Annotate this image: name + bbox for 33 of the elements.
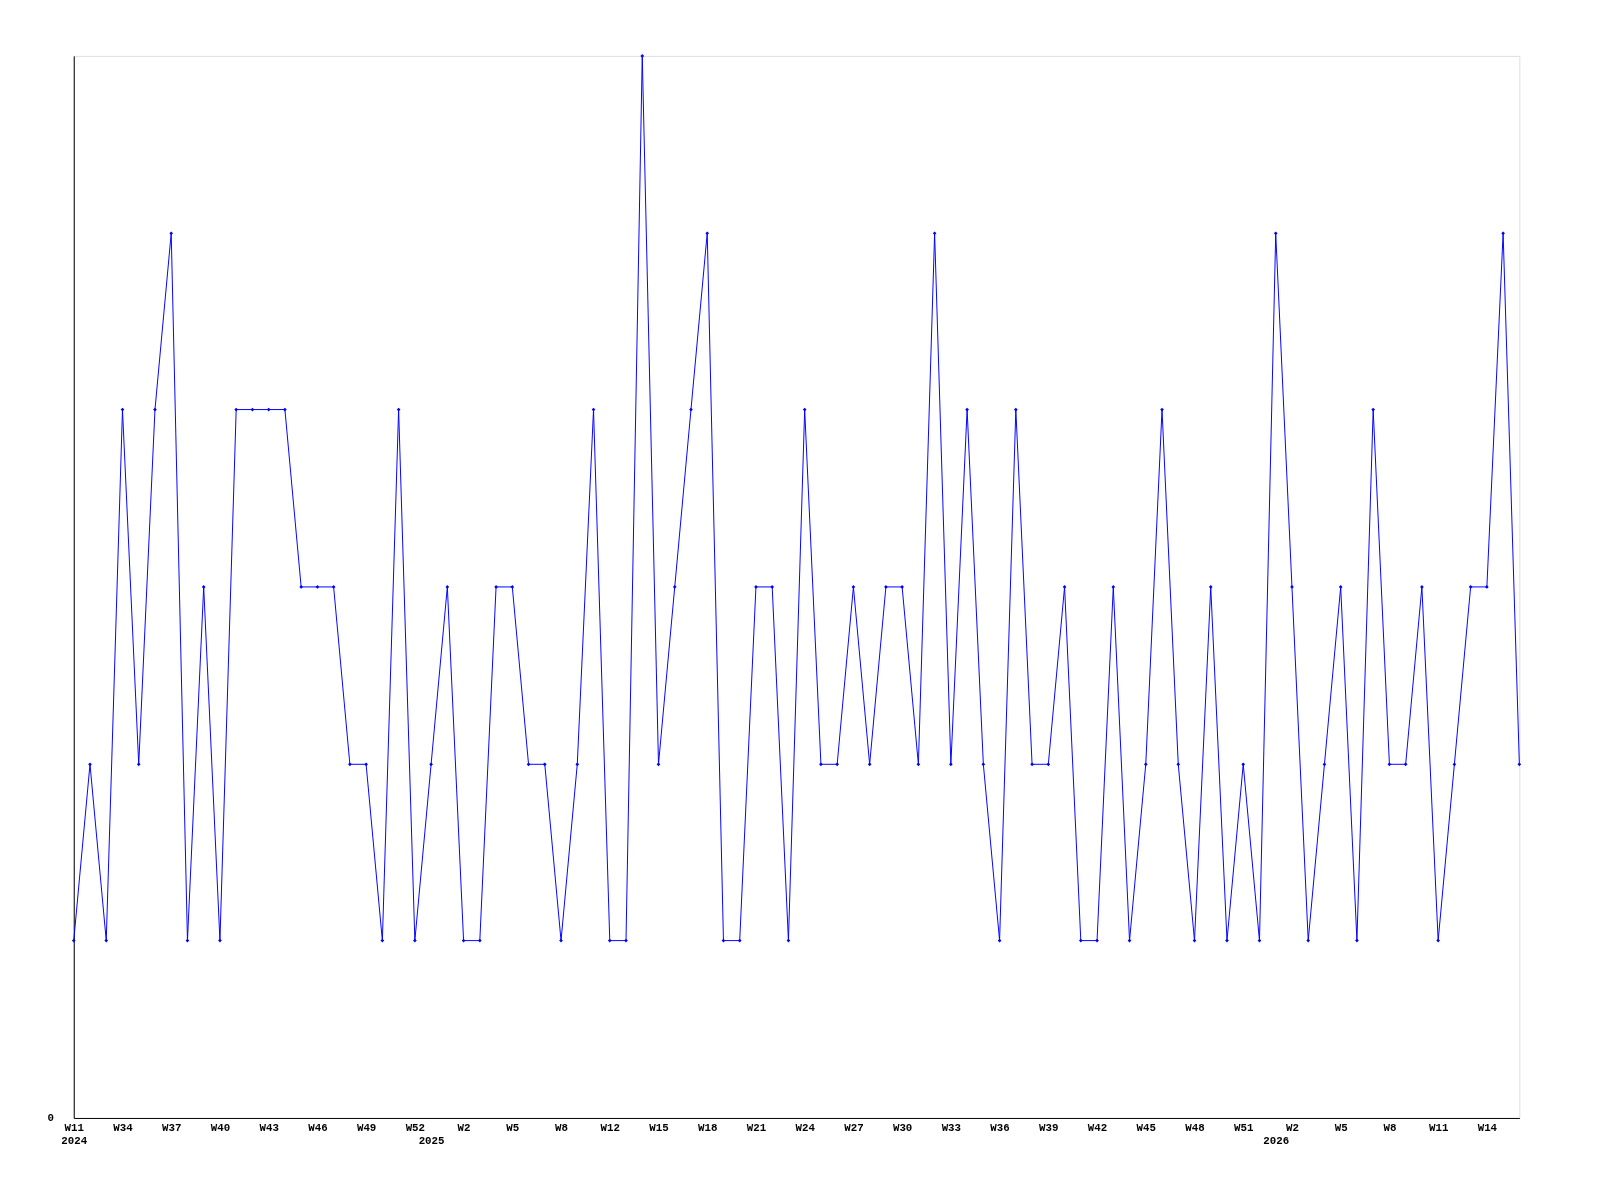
x-tick-label: W49 [356,1122,377,1135]
x-tick-label: W36 [990,1122,1010,1135]
x-tick-label: W12 [600,1122,620,1135]
x-tick-label: W42 [1087,1122,1108,1135]
x-tick-label: W30 [892,1122,913,1135]
x-tick-label: W34 [113,1122,134,1135]
x-tick-label: W14 [1477,1122,1498,1135]
x-tick-label: W45 [1136,1122,1156,1135]
x-tick-label: W8 [1383,1122,1397,1135]
x-tick-label: W37 [161,1122,182,1135]
x-tick-label: W43 [259,1122,279,1135]
x-tick-label: W52 [405,1122,426,1135]
x-tick-label: W11 [1428,1122,1449,1135]
x-tick-label: W33 [941,1122,962,1135]
x-tick-label: W18 [697,1122,718,1135]
x-tick-label: W51 [1234,1122,1254,1135]
x-tick-label: 2025 [418,1135,445,1148]
x-tick-label: W8 [555,1122,569,1135]
x-tick-label: W2 [457,1122,471,1135]
x-tick-label: W40 [210,1122,231,1135]
x-tick-label: W39 [1039,1122,1059,1135]
text: 0 [47,1111,55,1124]
x-tick-label: W15 [649,1122,669,1135]
x-tick-label: W27 [844,1122,864,1135]
x-tick-label: W24 [795,1122,816,1135]
x-tick-label: W5 [1334,1122,1348,1135]
x-tick-label: W48 [1185,1122,1205,1135]
x-tick-label: W46 [308,1122,328,1135]
x-tick-label: W2 [1285,1122,1299,1135]
x-tick-label: W21 [746,1122,767,1135]
x-tick-label: W5 [506,1122,520,1135]
x-tick-label: W11 2024 [61,1122,88,1148]
x-tick-label: 2026 [1263,1135,1290,1148]
